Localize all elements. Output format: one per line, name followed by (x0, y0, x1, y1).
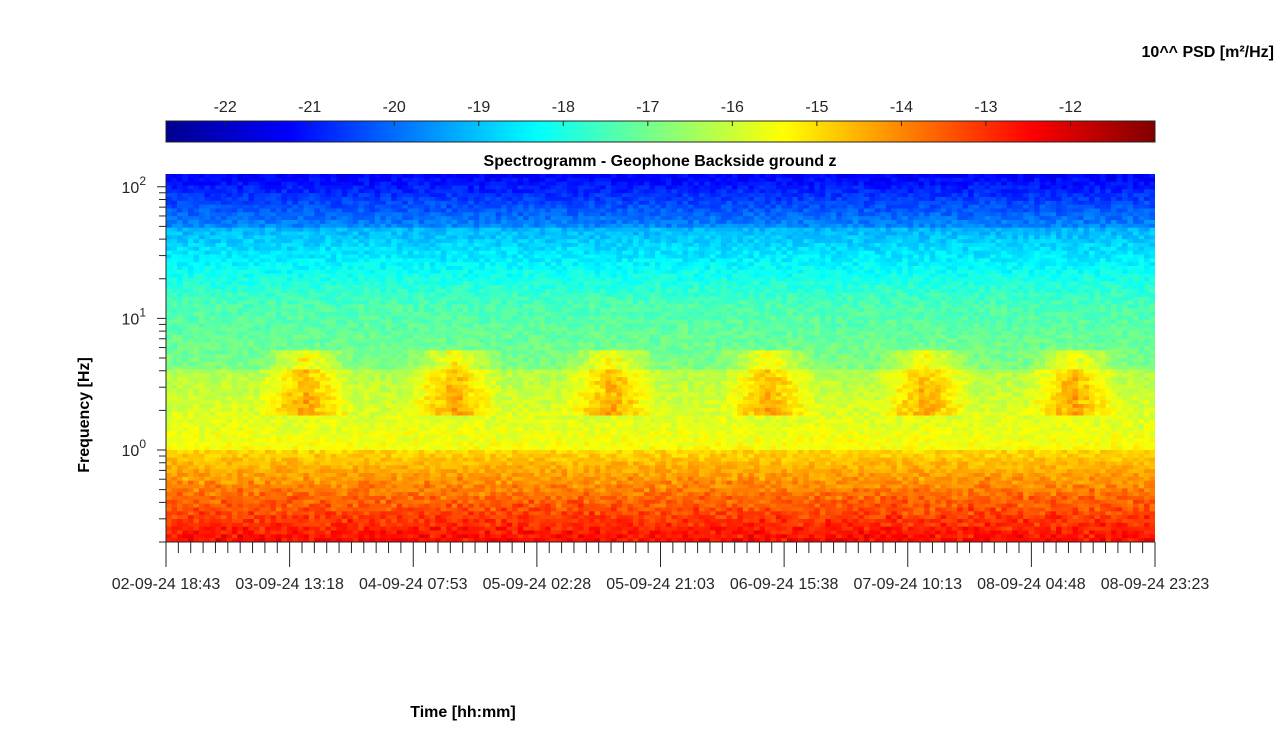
x-tick-label: 05-09-24 02:28 (483, 576, 592, 593)
colorbar-tick-label: -16 (721, 99, 744, 116)
x-tick-label: 05-09-24 21:03 (606, 576, 715, 593)
colorbar-gradient (166, 121, 1155, 142)
y-tick-label: 100 (122, 437, 147, 460)
colorbar-tick-label: -13 (974, 99, 997, 116)
y-tick-label: 102 (122, 174, 147, 197)
colorbar-tick-label: -22 (214, 99, 237, 116)
chart-title: Spectrogramm - Geophone Backside ground … (484, 153, 837, 170)
colorbar-tick-label: -15 (805, 99, 828, 116)
y-axis: 100 101 102 (122, 174, 166, 542)
x-tick-label: 06-09-24 15:38 (730, 576, 839, 593)
colorbar-tick-label: -19 (467, 99, 490, 116)
x-tick-label: 03-09-24 13:18 (235, 576, 344, 593)
colorbar-tick-label: -17 (636, 99, 659, 116)
colorbar-tick-label: -21 (298, 99, 321, 116)
x-axis: 02-09-24 18:43 03-09-24 13:18 04-09-24 07:… (112, 542, 1210, 593)
x-tick-label: 07-09-24 10:13 (853, 576, 962, 593)
colorbar: -22 -21 -20 -19 -18 -17 -16 -15 -14 -13 -12 (166, 99, 1155, 142)
y-axis-label: Frequency [Hz] (76, 357, 93, 473)
colorbar-label: 10^^ PSD [m²/Hz] (1142, 44, 1274, 61)
colorbar-tick-label: -18 (552, 99, 575, 116)
x-tick-label: 04-09-24 07:53 (359, 576, 468, 593)
spectrogram-heatmap (166, 174, 1156, 543)
plot-area (166, 174, 1156, 543)
y-tick-label: 101 (122, 305, 147, 328)
x-tick-label: 02-09-24 18:43 (112, 576, 221, 593)
colorbar-tick-label: -12 (1059, 99, 1082, 116)
spectrogram-figure: 10^^ PSD [m²/Hz] -22 -21 -20 -19 -18 -17 -16 -1… (0, 0, 1276, 743)
x-tick-label: 08-09-24 04:48 (977, 576, 1086, 593)
x-axis-label: Time [hh:mm] (410, 704, 515, 721)
colorbar-tick-label: -14 (890, 99, 913, 116)
colorbar-tick-label: -20 (383, 99, 406, 116)
x-tick-label: 08-09-24 23:23 (1101, 576, 1210, 593)
